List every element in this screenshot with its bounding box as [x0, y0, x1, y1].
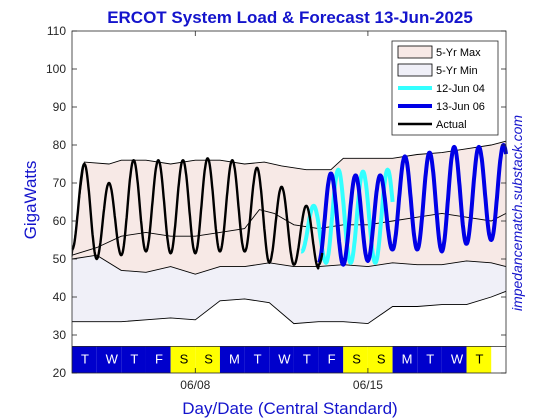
- day-letter: F: [155, 351, 163, 366]
- legend-label: 5-Yr Min: [436, 65, 478, 77]
- actual-load-line: [71, 157, 324, 270]
- y-tick-label: 70: [53, 176, 67, 190]
- day-letter: S: [377, 351, 386, 366]
- day-cell: [195, 346, 220, 373]
- day-letter: T: [426, 351, 434, 366]
- day-letter: W: [106, 351, 119, 366]
- legend-swatch: [397, 45, 433, 59]
- day-letter: W: [278, 351, 291, 366]
- day-letter: T: [303, 351, 311, 366]
- legend-swatch: [397, 63, 433, 77]
- y-tick-label: 60: [53, 214, 67, 228]
- max-band-line: [71, 140, 507, 258]
- day-letter: T: [81, 351, 89, 366]
- day-letter: M: [229, 351, 240, 366]
- y-tick-label: 100: [46, 62, 66, 76]
- day-letter: W: [451, 351, 464, 366]
- day-cell: [269, 346, 294, 373]
- day-cell: [293, 346, 319, 373]
- inner-lower-band-line: [71, 254, 507, 275]
- day-cell: [121, 346, 146, 373]
- day-cell: [72, 346, 97, 373]
- day-letter: T: [130, 351, 138, 366]
- y-tick-label: 90: [53, 100, 67, 114]
- day-cell: [441, 346, 467, 373]
- x-tick-label: 06/15: [353, 378, 383, 392]
- day-letter: F: [328, 351, 336, 366]
- legend-label: 13-Jun 06: [436, 101, 485, 113]
- chart-legend: 5-Yr Max 5-Yr Min 12-Jun 04 13-Jun 06 Actual: [391, 40, 499, 136]
- day-cell: [367, 346, 393, 373]
- day-letter: S: [180, 351, 189, 366]
- day-cell: [170, 346, 196, 373]
- day-letter: S: [352, 351, 361, 366]
- y-tick-label: 20: [53, 366, 67, 380]
- y-tick-label: 80: [53, 138, 67, 152]
- day-cell: [96, 346, 122, 373]
- day-cell: [244, 346, 270, 373]
- y-axis-label: GigaWatts: [21, 161, 40, 240]
- plot-frame: [71, 30, 507, 374]
- x-axis-label: Day/Date (Central Standard): [182, 399, 397, 418]
- legend-label: Actual: [436, 119, 467, 131]
- day-cell: [219, 346, 245, 373]
- y-tick-label: 30: [53, 328, 67, 342]
- day-letter: T: [476, 351, 484, 366]
- legend-label: 12-Jun 04: [436, 83, 485, 95]
- day-cell: [318, 346, 344, 373]
- watermark-text: impedancematch.substack.com: [509, 115, 525, 311]
- x-tick-label: 06/08: [180, 378, 210, 392]
- y-tick-label: 40: [53, 290, 67, 304]
- y-tick-label: 110: [47, 24, 66, 38]
- chart-title: ERCOT System Load & Forecast 13-Jun-2025: [107, 8, 473, 27]
- day-letter: S: [204, 351, 213, 366]
- y-tick-label: 50: [53, 252, 67, 266]
- day-cell: [417, 346, 442, 373]
- day-cell: [343, 346, 368, 373]
- legend-label: 5-Yr Max: [436, 47, 481, 59]
- day-letter: T: [254, 351, 262, 366]
- forecast-13jun-line: [317, 143, 508, 267]
- day-cell: [145, 346, 171, 373]
- min-band-line: [72, 290, 507, 325]
- day-cell: [392, 346, 418, 373]
- day-cell: [466, 346, 492, 373]
- day-letter: M: [402, 351, 413, 366]
